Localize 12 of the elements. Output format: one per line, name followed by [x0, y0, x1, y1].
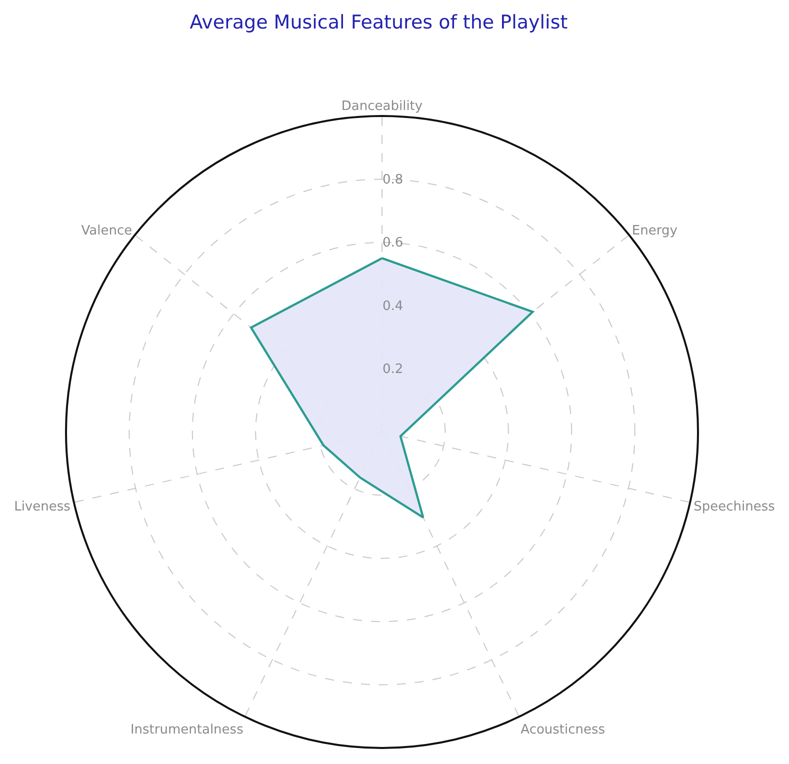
spoke-label: Danceability	[341, 98, 423, 114]
spoke-label: Acousticness	[520, 722, 606, 738]
spoke-label: Valence	[81, 224, 132, 239]
spoke-label: Energy	[632, 224, 678, 239]
y-tick-label: 0.4	[382, 298, 404, 314]
y-tick-label: 0.6	[382, 236, 404, 251]
y-tick-label: 0.8	[382, 172, 404, 188]
spoke-label: Speechiness	[694, 499, 776, 514]
spoke-label: Liveness	[14, 499, 71, 514]
spoke-label: Instrumentalness	[130, 722, 244, 738]
y-tick-label: 0.2	[382, 362, 404, 378]
chart-title: Average Musical Features of the Playlist	[190, 12, 568, 34]
